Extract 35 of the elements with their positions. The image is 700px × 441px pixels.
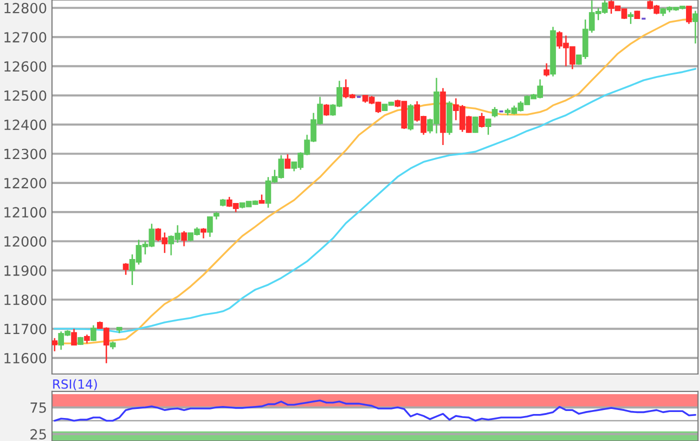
candlestick <box>408 103 414 132</box>
candlestick <box>207 216 213 238</box>
candlestick <box>472 116 478 134</box>
y-tick-label: 12600 <box>4 61 46 72</box>
y-tick-label: 11900 <box>4 265 46 276</box>
chart-title: RSI(14) <box>53 379 97 390</box>
y-tick-label: 12800 <box>4 2 46 14</box>
candlestick <box>181 230 187 247</box>
candlestick <box>324 103 330 117</box>
candlestick <box>686 5 692 25</box>
y-tick-label: 12700 <box>4 32 46 43</box>
y-tick-label: 12200 <box>4 178 46 188</box>
y-tick-label: 12500 <box>4 90 46 101</box>
candlestick <box>122 262 129 276</box>
candlestick <box>90 324 96 342</box>
y-tick-label: 12300 <box>4 148 46 160</box>
candlestick <box>544 62 550 78</box>
y-tick-label: 12400 <box>4 120 46 130</box>
y-tick-label: 25 <box>30 429 46 440</box>
line-series <box>54 400 696 422</box>
candlestick <box>478 112 485 128</box>
candlestick <box>692 10 698 44</box>
candlestick <box>284 154 291 170</box>
candlestick <box>200 227 206 240</box>
y-tick-label: 11600 <box>4 352 46 364</box>
y-tick-label: 11700 <box>4 324 46 334</box>
y-tick-label: 12100 <box>4 207 46 218</box>
y-tick-label: 75 <box>30 402 46 413</box>
candlestick <box>628 12 634 25</box>
y-tick-label: 11800 <box>4 294 46 306</box>
candlestick <box>485 118 492 136</box>
candlestick <box>492 106 498 118</box>
candlestick <box>71 328 77 346</box>
y-tick-label: 12000 <box>4 236 46 247</box>
candlestick <box>52 337 58 352</box>
